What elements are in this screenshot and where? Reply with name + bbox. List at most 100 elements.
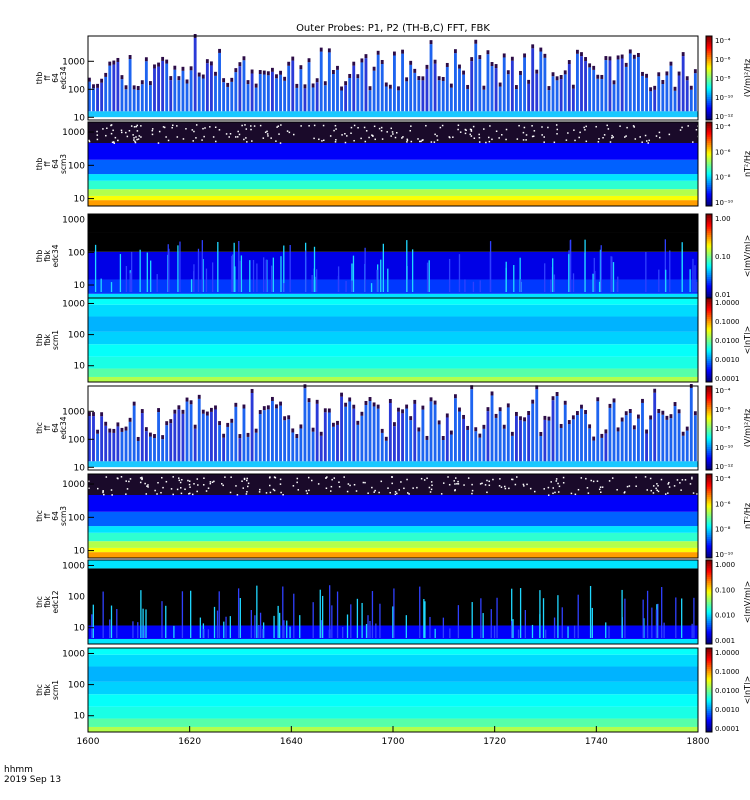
noise-speck — [125, 480, 127, 482]
noise-speck — [632, 125, 635, 127]
colorbar-segment — [706, 568, 712, 571]
noise-speck — [157, 142, 160, 144]
spectral-column-peak — [397, 86, 400, 91]
y-axis-label-line: 64 — [51, 511, 60, 521]
noise-speck — [102, 490, 104, 492]
spectral-column — [376, 54, 380, 112]
colorbar-segment — [706, 419, 712, 423]
burst-line — [479, 280, 481, 292]
noise-speck — [374, 489, 376, 492]
noise-speck — [193, 130, 195, 133]
spectral-column — [214, 75, 217, 112]
noise-speck — [330, 485, 333, 488]
noise-speck — [470, 130, 473, 132]
noise-speck — [556, 128, 559, 131]
burst-line — [449, 628, 451, 638]
spectral-column — [429, 44, 433, 112]
colorbar-segment — [706, 511, 712, 515]
burst-line — [511, 588, 513, 638]
burst-line — [321, 620, 323, 638]
noise-speck — [313, 124, 316, 127]
spectral-column-peak — [201, 74, 205, 79]
spectral-column-peak — [307, 398, 311, 403]
noise-speck — [296, 477, 299, 480]
noise-speck — [522, 483, 525, 486]
colorbar-segment — [706, 572, 712, 576]
burst-line — [598, 281, 601, 292]
noise-speck — [126, 135, 129, 138]
noise-speck — [133, 126, 136, 128]
colorbar-segment — [706, 675, 712, 678]
colorbar-segment — [706, 52, 712, 56]
spectral-column — [218, 52, 221, 112]
noise-speck — [243, 478, 246, 481]
high-frequency-band — [88, 474, 698, 495]
colorbar-segment — [706, 549, 712, 553]
noise-speck — [215, 140, 217, 143]
colorbar-segment — [706, 369, 712, 372]
noise-speck — [117, 477, 119, 480]
time-axis-corner-label: hhmm 2019 Sep 13 — [4, 765, 61, 785]
noise-speck — [338, 481, 340, 483]
colorbar-segment — [706, 251, 712, 255]
noise-speck — [547, 486, 550, 489]
burst-line — [428, 260, 430, 292]
colorbar-segment — [706, 333, 712, 337]
spectral-column — [559, 79, 563, 112]
y-axis-label-line: ff — [43, 161, 52, 167]
spectral-column — [128, 421, 132, 462]
colorbar-segment — [706, 180, 712, 184]
spectral-column-peak — [242, 404, 246, 409]
burst-line — [283, 245, 285, 292]
noise-speck — [425, 124, 427, 127]
colorbar-segment — [706, 677, 712, 680]
burst-line — [573, 625, 576, 638]
frequency-band — [88, 581, 698, 602]
noise-speck — [259, 488, 261, 491]
noise-speck — [110, 489, 113, 491]
colorbar-segment — [706, 490, 712, 494]
colorbar-unit-label: <|mV/m|> — [743, 235, 750, 278]
spectral-column — [510, 60, 514, 112]
spectral-column — [506, 74, 510, 112]
spectral-column — [600, 78, 604, 112]
figure-title: Outer Probes: P1, P2 (TH-B,C) FFT, FBK — [296, 23, 490, 34]
noise-speck — [644, 476, 647, 478]
frequency-band — [88, 298, 698, 305]
noise-speck — [246, 491, 248, 493]
burst-line — [250, 610, 252, 638]
colorbar-segment — [706, 203, 712, 207]
noise-speck — [347, 483, 350, 485]
noise-speck — [608, 480, 611, 482]
spectral-column-peak — [246, 432, 250, 437]
noise-speck — [243, 477, 246, 480]
spectral-column-peak — [327, 48, 331, 53]
spectral-column — [262, 410, 266, 462]
spectral-column-peak — [559, 75, 563, 80]
spectral-column-peak — [161, 435, 165, 440]
burst-line — [314, 276, 316, 292]
noise-speck — [657, 485, 659, 487]
burst-line — [545, 629, 547, 638]
burst-line — [280, 256, 282, 292]
noise-speck — [132, 134, 134, 136]
spectral-column — [226, 86, 230, 112]
spectral-column — [181, 413, 185, 462]
spectral-column-peak — [486, 407, 490, 412]
spectral-column-peak — [185, 397, 189, 402]
colorbar-segment — [706, 71, 712, 75]
colorbar-segment — [706, 574, 712, 578]
noise-speck — [266, 130, 268, 133]
noise-speck — [431, 484, 433, 487]
noise-speck — [611, 134, 613, 137]
spectral-column — [210, 65, 213, 112]
noise-speck — [134, 140, 136, 143]
y-tick-label: 10 — [74, 624, 86, 634]
spectral-column-peak — [315, 399, 319, 404]
colorbar-segment — [706, 291, 712, 295]
spectral-column-peak — [266, 405, 270, 410]
burst-line — [542, 598, 545, 638]
noise-speck — [362, 481, 365, 484]
colorbar-frame — [705, 385, 713, 471]
burst-line — [100, 278, 102, 292]
